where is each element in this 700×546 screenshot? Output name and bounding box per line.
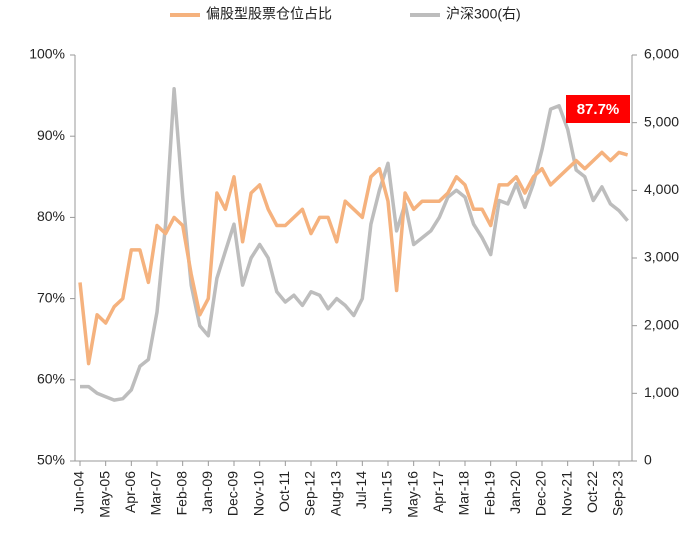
y2-tick-label: 2,000 — [644, 316, 679, 332]
x-tick-label: Apr-17 — [430, 471, 446, 513]
x-tick-label: Sep-12 — [302, 471, 318, 516]
x-tick-label: Feb-08 — [173, 471, 189, 516]
x-tick-label: Nov-21 — [558, 471, 574, 516]
x-tick-label: Dec-09 — [225, 471, 241, 516]
x-tick-label: Nov-10 — [250, 471, 266, 516]
legend-label: 偏股型股票仓位占比 — [206, 6, 332, 22]
x-tick-label: Sep-23 — [610, 471, 626, 516]
x-tick-label: Jul-14 — [353, 471, 369, 509]
x-tick-label: May-05 — [96, 471, 112, 518]
y2-tick-label: 3,000 — [644, 249, 679, 265]
y-tick-label: 90% — [37, 127, 65, 143]
y2-tick-label: 1,000 — [644, 384, 679, 400]
y-tick-label: 100% — [29, 46, 65, 62]
x-tick-label: Feb-19 — [481, 471, 497, 516]
series-line — [80, 87, 629, 402]
annotation: 87.7% — [577, 101, 620, 118]
y2-tick-label: 0 — [644, 452, 652, 468]
y-tick-label: 70% — [37, 289, 65, 305]
x-tick-label: Apr-06 — [122, 471, 138, 513]
x-tick-label: Dec-20 — [533, 471, 549, 516]
x-tick-label: Aug-13 — [327, 471, 343, 516]
legend-label: 沪深300(右) — [446, 6, 521, 22]
x-tick-label: Mar-18 — [456, 471, 472, 516]
y2-tick-label: 6,000 — [644, 46, 679, 62]
x-tick-label: Jan-20 — [507, 471, 523, 514]
y-tick-label: 50% — [37, 452, 65, 468]
y2-tick-label: 5,000 — [644, 113, 679, 129]
y-tick-label: 80% — [37, 208, 65, 224]
x-tick-label: Mar-07 — [148, 471, 164, 516]
y-tick-label: 60% — [37, 371, 65, 387]
x-tick-label: May-16 — [404, 471, 420, 518]
x-tick-label: Jun-15 — [379, 471, 395, 514]
x-tick-label: Jan-09 — [199, 471, 215, 514]
annotation-box — [566, 95, 630, 123]
x-tick-label: Oct-22 — [584, 471, 600, 513]
series-line — [78, 150, 629, 366]
x-tick-label: Oct-11 — [276, 471, 292, 512]
x-tick-label: Jun-04 — [71, 471, 87, 514]
y2-tick-label: 4,000 — [644, 181, 679, 197]
